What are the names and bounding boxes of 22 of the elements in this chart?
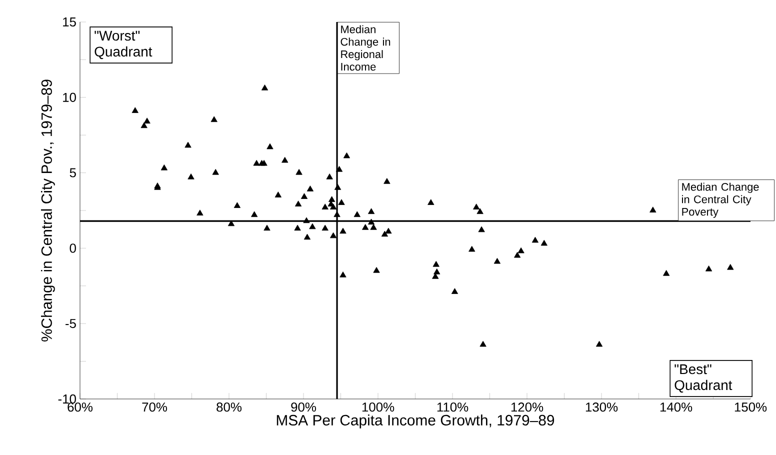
y-tick-label: 10 (63, 92, 76, 102)
ref-line-label: Median Change in Central City Poverty (682, 182, 759, 218)
ref-line-label: Median Change in Regional Income (340, 25, 390, 71)
y-tick-label: 5 (70, 168, 76, 178)
x-tick-label: 120% (511, 402, 544, 412)
x-tick-label: 140% (660, 402, 692, 412)
x-tick-label: 60% (68, 402, 93, 412)
annotation: "Best" Quadrant (674, 364, 732, 393)
x-tick-label: 80% (216, 402, 242, 412)
x-tick-label: 130% (586, 402, 618, 412)
y-tick-label: 15 (63, 17, 76, 27)
x-tick-label: 70% (142, 402, 168, 412)
y-tick-label: 0 (70, 244, 76, 253)
x-tick-label: 110% (437, 402, 468, 412)
y-tick-label: -5 (66, 319, 76, 328)
x-axis-title: MSA Per Capita Income Growth, 1979–89 (276, 414, 554, 428)
y-tick-label: -10 (58, 394, 76, 404)
x-tick-label: 100% (362, 402, 394, 412)
y-axis-title: %Change in Central City Pov., 1979–89 (41, 80, 55, 342)
annotation: "Worst" Quadrant (94, 30, 152, 60)
x-tick-label: 90% (291, 402, 316, 412)
x-tick-label: 150% (734, 402, 767, 412)
